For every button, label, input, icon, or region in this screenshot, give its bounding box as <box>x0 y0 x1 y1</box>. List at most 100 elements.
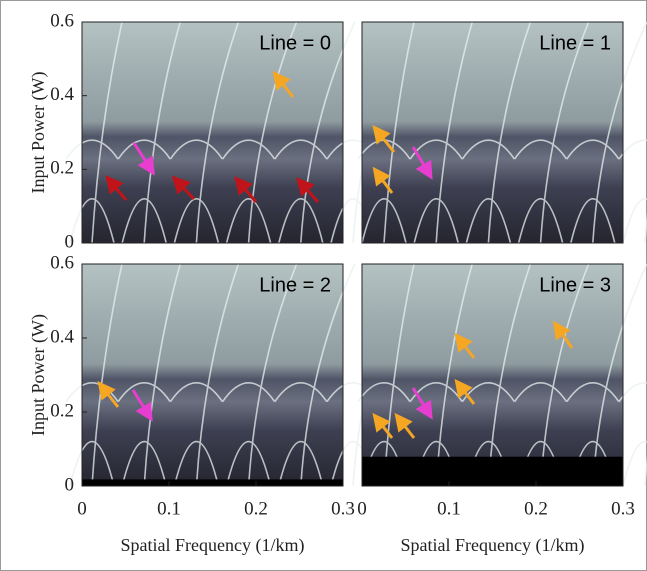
panel-border <box>81 21 344 244</box>
fringe <box>618 139 647 160</box>
fringe <box>383 21 415 244</box>
fringe <box>487 263 532 487</box>
y-tick-label: 0 <box>65 474 75 495</box>
x-axis-label: Spatial Frequency (1/km) <box>401 535 585 556</box>
x-tick-label: 0.1 <box>437 498 461 519</box>
fringe <box>117 382 171 403</box>
fringe <box>274 139 328 160</box>
arrow <box>454 378 476 405</box>
arrow <box>272 70 295 98</box>
y-tick-label: 0.4 <box>50 326 74 347</box>
y-tick-label: 0.2 <box>50 400 74 421</box>
spectrogram <box>362 22 623 243</box>
fringe <box>435 263 473 487</box>
arrow <box>552 320 574 349</box>
panel-border <box>361 263 624 487</box>
x-tick-label: 0 <box>77 498 87 519</box>
x-tick-label: 0.3 <box>331 498 355 519</box>
y-tick-label: 0.4 <box>50 84 74 105</box>
fringe <box>225 198 272 244</box>
y-tick-label: 0.6 <box>50 10 74 31</box>
fringe <box>143 21 181 244</box>
fringe <box>461 139 516 160</box>
fringe <box>69 440 115 487</box>
fringe <box>465 198 512 244</box>
spectrogram <box>362 264 623 486</box>
fringe <box>121 440 167 487</box>
x-tick-label: 0 <box>357 498 367 519</box>
fringe <box>221 139 276 160</box>
fringe <box>195 21 240 244</box>
arrow <box>171 175 196 201</box>
arrow <box>97 380 120 408</box>
arrow <box>372 412 394 439</box>
arrow <box>394 412 416 439</box>
y-tick-label: 0.2 <box>50 158 74 179</box>
arrow <box>132 142 155 176</box>
fringe <box>69 198 115 244</box>
panel-title: Line = 3 <box>539 274 611 296</box>
arrow <box>296 177 320 203</box>
fringe <box>274 382 328 403</box>
fringe <box>91 263 123 487</box>
fringe <box>413 198 459 244</box>
fringe <box>143 263 181 487</box>
x-tick-label: 0.3 <box>611 498 635 519</box>
x-axis-label: Spatial Frequency (1/km) <box>121 535 305 556</box>
fringe <box>487 21 532 244</box>
arrow <box>234 176 258 203</box>
fringe <box>517 198 564 244</box>
fringe <box>435 21 473 244</box>
fringe <box>278 198 324 244</box>
dark-region <box>362 456 623 486</box>
dark-region <box>82 479 343 486</box>
fringe <box>566 139 620 160</box>
fringe <box>195 263 240 487</box>
fringe <box>91 21 123 244</box>
fringe <box>173 198 220 244</box>
fringe <box>300 263 356 487</box>
panel-title: Line = 2 <box>259 274 331 296</box>
x-tick-label: 0.2 <box>524 498 548 519</box>
fringe <box>65 139 119 160</box>
fringe <box>300 21 356 244</box>
fringe <box>622 440 647 487</box>
fringe <box>622 198 647 244</box>
fringe <box>247 263 298 487</box>
fringe <box>592 21 647 244</box>
fringe <box>513 382 568 403</box>
fringe <box>247 21 298 244</box>
fringe <box>513 139 568 160</box>
fringe <box>121 198 167 244</box>
fringe <box>566 382 620 403</box>
panel-border <box>81 263 344 487</box>
fringe <box>570 198 616 244</box>
fringe <box>357 382 411 403</box>
panel-border <box>361 21 624 244</box>
spectrogram <box>82 264 343 486</box>
fringe <box>383 263 415 487</box>
arrow <box>372 124 396 153</box>
spectrogram <box>82 22 343 243</box>
spectrogram-lines <box>65 21 414 244</box>
panel-title: Line = 0 <box>259 32 331 54</box>
fringe <box>169 382 224 403</box>
arrow <box>131 389 153 422</box>
arrow <box>105 175 128 201</box>
arrow <box>411 146 433 180</box>
x-tick-label: 0.2 <box>244 498 268 519</box>
y-axis-label: Input Power (W) <box>28 314 49 436</box>
fringe <box>539 21 590 244</box>
fringe <box>117 139 171 160</box>
fringe <box>169 139 224 160</box>
y-axis-label: Input Power (W) <box>28 72 49 194</box>
x-tick-label: 0.1 <box>157 498 181 519</box>
y-tick-label: 0.6 <box>50 252 74 273</box>
y-tick-label: 0 <box>65 231 75 252</box>
fringe <box>225 440 272 487</box>
fringe <box>221 382 276 403</box>
fringe <box>361 198 407 244</box>
arrow <box>411 387 433 420</box>
fringe <box>173 440 220 487</box>
